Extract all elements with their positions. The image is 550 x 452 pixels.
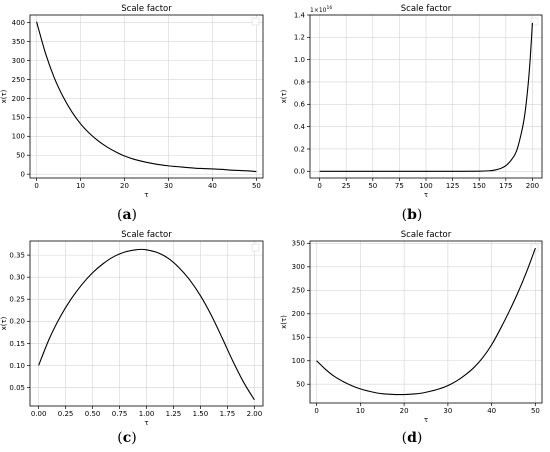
x-axis-label: τ <box>424 416 428 424</box>
x-tick-label: 50 <box>368 182 377 190</box>
series-line-b <box>319 22 533 172</box>
panel-caption: (d) <box>402 430 423 446</box>
chart-title: Scale factor <box>121 230 172 240</box>
panel-caption: (c) <box>117 430 136 446</box>
panel-caption: (b) <box>402 207 423 223</box>
x-tick-label: 0.00 <box>31 410 47 418</box>
legend-box <box>251 17 260 26</box>
x-tick-label: 10 <box>76 182 85 190</box>
y-tick-label: 0.0 <box>294 168 305 176</box>
y-tick-label: 0 <box>21 171 25 179</box>
legend-box <box>251 243 260 252</box>
chart-panel-a: 0 10 20 30 40 50 0 50 100 150 200 250 300 350 400 Scale… <box>0 4 264 223</box>
y-axis-label: x(τ) <box>0 316 8 330</box>
chart-title: Scale factor <box>121 4 172 14</box>
x-tick-label: 25 <box>342 182 351 190</box>
x-tick-label: 20 <box>120 182 129 190</box>
x-axis-label: τ <box>424 191 428 199</box>
y-tick-label: 200 <box>12 95 25 103</box>
series-line-c <box>38 248 255 401</box>
y-tick-label: 300 <box>12 57 25 65</box>
y-tick-label: 1.2 <box>294 34 305 42</box>
legend-box <box>530 17 539 26</box>
y-tick-label: 0.35 <box>9 252 25 260</box>
y-tick-label: 0.25 <box>9 296 25 304</box>
y-tick-label: 0.2 <box>294 145 305 153</box>
x-axis-label: τ <box>144 191 148 199</box>
y-tick-label: 0.8 <box>294 78 305 86</box>
y-tick-label: 0.6 <box>294 101 306 109</box>
y-tick-label: 350 <box>12 38 25 46</box>
x-tick-label: 0.50 <box>85 410 101 418</box>
y-axis-label: x(τ) <box>0 89 8 103</box>
x-tick-label: 125 <box>446 182 459 190</box>
y-tick-label: 400 <box>12 19 25 27</box>
x-tick-label: 40 <box>487 407 496 415</box>
chart-title: Scale factor <box>401 230 452 240</box>
x-tick-label: 2.00 <box>247 410 263 418</box>
x-tick-label: 0 <box>314 407 318 415</box>
y-tick-label: 300 <box>292 263 305 271</box>
x-tick-label: 1.75 <box>220 410 236 418</box>
y-tick-label: 0.10 <box>9 362 25 370</box>
x-tick-label: 175 <box>499 182 512 190</box>
chart-title: Scale factor <box>401 4 452 14</box>
y-tick-label: 0.20 <box>9 318 25 326</box>
chart-panel-b: 0 25 50 75 100 125 150 175 200 0.0 0.2 0.4 0.6 0.8 1.0… <box>280 4 543 223</box>
y-tick-label: 100 <box>12 133 25 141</box>
y-tick-label: 250 <box>292 287 305 295</box>
x-tick-label: 1.00 <box>139 410 155 418</box>
plot-frame <box>29 14 264 179</box>
series-line-d <box>316 247 536 396</box>
plot-frame <box>309 240 543 404</box>
x-tick-label: 50 <box>252 182 261 190</box>
y-tick-label: 1.4 <box>294 11 306 19</box>
y-tick-label: 150 <box>12 114 25 122</box>
panel-caption: (a) <box>117 207 137 223</box>
y-tick-label: 200 <box>292 310 305 318</box>
x-tick-label: 30 <box>443 407 452 415</box>
y-axis-label: x(τ) <box>280 315 288 329</box>
x-tick-label: 1.50 <box>193 410 209 418</box>
y-axis-multiplier: 1×1016 <box>310 5 332 14</box>
x-tick-label: 50 <box>531 407 540 415</box>
x-tick-label: 40 <box>208 182 217 190</box>
x-tick-label: 10 <box>356 407 365 415</box>
x-tick-label: 75 <box>395 182 404 190</box>
x-tick-label: 0 <box>317 182 321 190</box>
y-tick-label: 0.4 <box>294 123 306 131</box>
y-tick-label: 150 <box>292 334 305 342</box>
y-axis-label: x(τ) <box>280 89 288 103</box>
x-tick-label: 200 <box>526 182 539 190</box>
x-tick-label: 0 <box>34 182 38 190</box>
x-tick-label: 0.75 <box>112 410 128 418</box>
y-tick-label: 0.15 <box>9 340 25 348</box>
y-tick-label: 350 <box>292 240 305 248</box>
y-tick-label: 0.05 <box>9 384 25 392</box>
y-tick-label: 250 <box>12 76 25 84</box>
x-tick-label: 100 <box>419 182 432 190</box>
x-axis-label: τ <box>144 419 148 427</box>
chart-panel-c: 0.00 0.25 0.50 0.75 1.00 1.25 1.50 1.75 2.00 0.05… <box>0 230 264 446</box>
x-tick-label: 150 <box>473 182 486 190</box>
chart-panel-d: 0 10 20 30 40 50 50 100 150 200 250 300 350 Scale fac… <box>280 230 543 446</box>
y-tick-label: 0.30 <box>9 274 25 282</box>
x-tick-label: 0.25 <box>58 410 74 418</box>
x-tick-label: 20 <box>400 407 409 415</box>
y-tick-label: 50 <box>296 381 305 389</box>
series-line-a <box>36 21 257 173</box>
y-tick-label: 1.0 <box>294 56 305 64</box>
x-tick-label: 30 <box>164 182 173 190</box>
x-tick-label: 1.25 <box>166 410 182 418</box>
y-tick-label: 100 <box>292 357 305 365</box>
y-tick-label: 50 <box>16 152 25 160</box>
